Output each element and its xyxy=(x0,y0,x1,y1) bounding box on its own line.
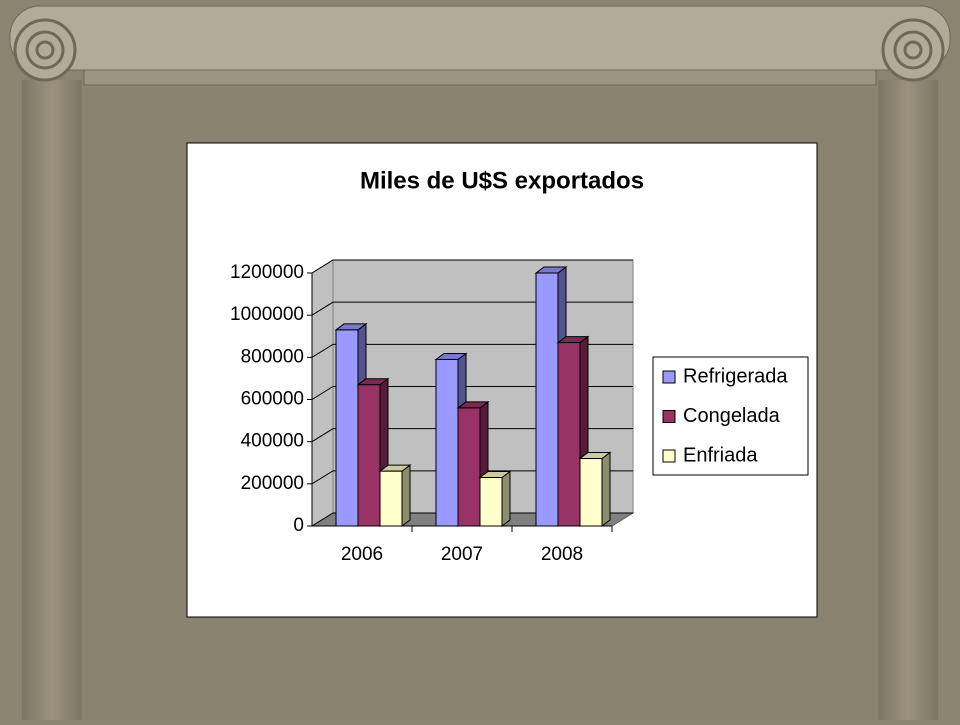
bar xyxy=(379,470,403,527)
capital-dentils xyxy=(83,69,877,86)
grid-line xyxy=(311,386,633,400)
bar xyxy=(557,342,581,527)
bar xyxy=(357,384,381,527)
bar-side xyxy=(501,470,511,527)
capital-beam xyxy=(9,5,951,71)
bar xyxy=(335,329,359,527)
y-tick-label: 800000 xyxy=(241,346,304,367)
bar xyxy=(479,477,503,527)
legend-label: Enfriada xyxy=(683,444,758,466)
pillar-left xyxy=(22,80,82,720)
bar xyxy=(579,458,603,527)
y-tick-label: 200000 xyxy=(241,473,304,494)
y-tick-label: 400000 xyxy=(241,431,304,452)
grid-line xyxy=(311,428,633,443)
bar xyxy=(535,272,559,527)
y-tick-label: 1000000 xyxy=(230,304,304,325)
legend-label: Refrigerada xyxy=(683,365,788,387)
bar xyxy=(457,407,481,527)
legend-label: Congelada xyxy=(683,405,781,427)
pillar-right xyxy=(878,80,938,720)
y-tick-label: 600000 xyxy=(241,389,304,410)
y-tick-label: 0 xyxy=(293,515,304,536)
x-tick-label: 2006 xyxy=(341,544,383,565)
legend-swatch xyxy=(662,449,676,463)
legend-swatch xyxy=(662,370,676,384)
grid-line xyxy=(311,512,633,527)
bar xyxy=(435,358,459,527)
grid-line xyxy=(311,259,633,274)
grid-line xyxy=(311,343,633,358)
y-tick-label: 1200000 xyxy=(230,262,304,283)
bar-side xyxy=(601,451,611,527)
volutes xyxy=(13,18,945,82)
x-tick-label: 2008 xyxy=(541,544,583,565)
legend-swatch xyxy=(662,410,676,423)
grid-line xyxy=(311,470,633,485)
bar-side xyxy=(401,464,411,527)
grid-line xyxy=(311,301,633,316)
chart-title: Miles de U$S exportados xyxy=(360,167,644,194)
legend xyxy=(652,356,809,476)
x-tick-label: 2007 xyxy=(441,544,483,565)
